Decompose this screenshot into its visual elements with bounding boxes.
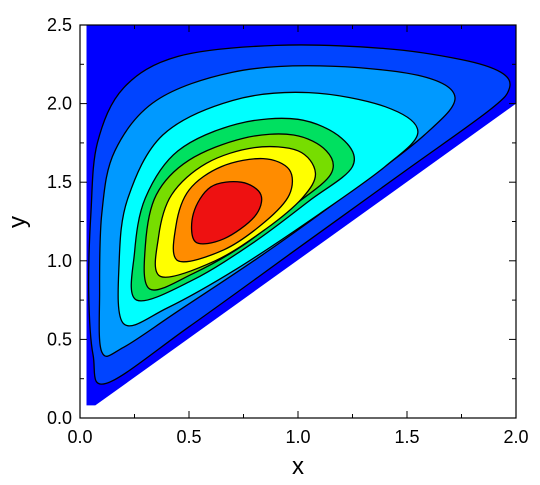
contour-layers [86, 25, 516, 406]
x-tick-label: 0.0 [67, 427, 92, 447]
y-tick-label: 1.0 [47, 251, 72, 271]
x-tick-label: 1.5 [394, 427, 419, 447]
y-axis-title: y [4, 216, 31, 228]
y-tick-label: 2.5 [47, 15, 72, 35]
y-axis-tick-labels: 0.0 0.5 1.0 1.5 2.0 2.5 [47, 15, 72, 428]
y-tick-label: 0.5 [47, 329, 72, 349]
y-axis-ticks [80, 24, 516, 419]
plot-area [86, 25, 516, 406]
x-tick-label: 1.0 [285, 427, 310, 447]
y-tick-label: 2.0 [47, 94, 72, 114]
x-axis-tick-labels: 0.0 0.5 1.0 1.5 2.0 [67, 427, 528, 447]
contour-level-8 [190, 181, 263, 245]
x-axis-title: x [292, 453, 304, 480]
y-tick-label: 1.5 [47, 172, 72, 192]
x-tick-label: 2.0 [503, 427, 528, 447]
x-tick-label: 0.5 [176, 427, 201, 447]
x-axis-ticks [79, 25, 517, 418]
y-tick-label: 0.0 [47, 408, 72, 428]
